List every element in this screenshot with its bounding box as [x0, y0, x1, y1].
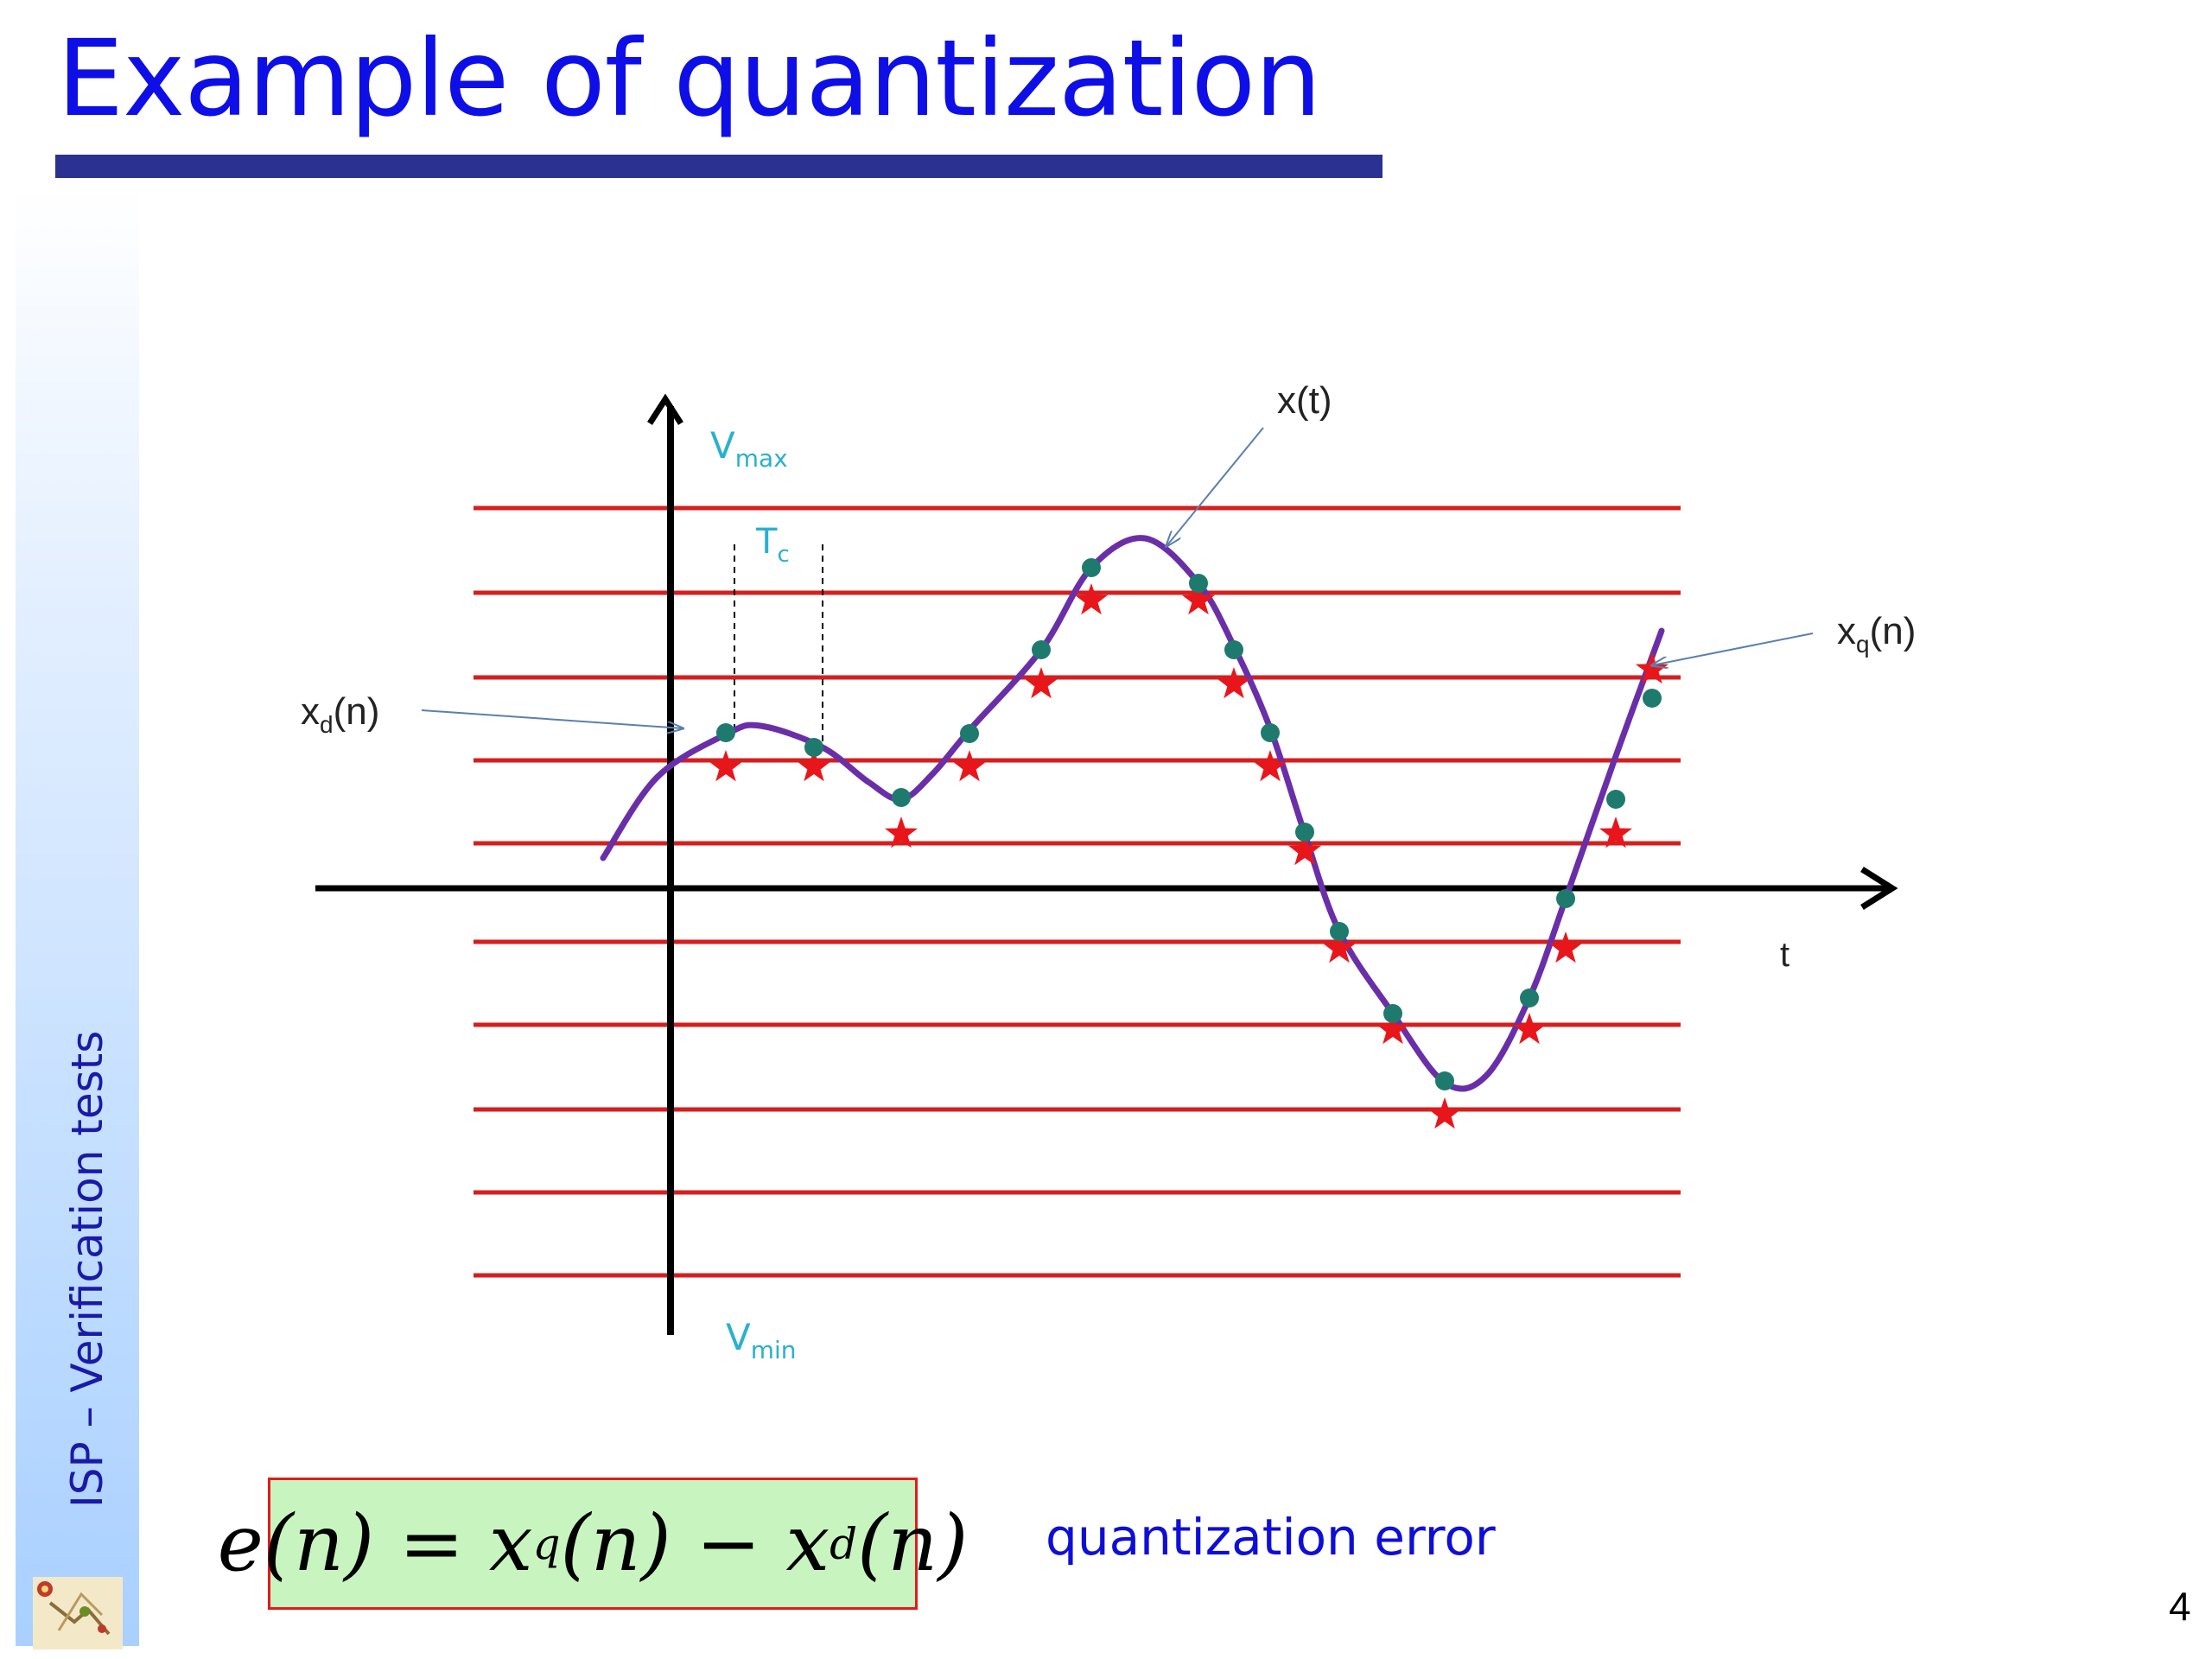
sample-dot-3 [892, 788, 911, 807]
sample-dot-2 [804, 738, 823, 757]
vmax-label: Vmax [710, 424, 788, 473]
formula-xd: x [785, 1498, 830, 1589]
quantized-sample-star-11 [1323, 931, 1356, 963]
t-axis-label: t [1780, 936, 1789, 974]
sample-dot-9 [1261, 723, 1280, 742]
signal-curve [600, 535, 1665, 1092]
sample-dot-15 [1556, 889, 1575, 908]
tc-label: Tc [755, 522, 790, 568]
quantized-sample-star-16 [1599, 817, 1632, 849]
formula-xq-arg: (n) [560, 1498, 671, 1589]
university-logo [33, 1577, 123, 1649]
sample-dot-14 [1520, 988, 1539, 1007]
quantized-sample-star-13 [1428, 1097, 1461, 1129]
quantized-sample-star-7 [1182, 583, 1215, 615]
sample-dot-13 [1435, 1071, 1454, 1090]
quantized-sample-star-4 [953, 750, 986, 782]
title-underline [55, 155, 1382, 178]
slide-title: Example of quantization [57, 17, 1322, 140]
xq-pointer [1652, 632, 1814, 665]
quantization-levels [474, 505, 1681, 1278]
xq-label: xq(n) [1837, 610, 1916, 658]
sample-dot-4 [960, 724, 979, 743]
sample-dot-12 [1383, 1004, 1402, 1023]
formula-xq: x [488, 1498, 533, 1589]
formula-xd-arg: (n) [857, 1498, 969, 1589]
quantization-error-caption: quantization error [1046, 1508, 1496, 1567]
formula-minus: − [671, 1498, 786, 1589]
xd-pointer [421, 709, 683, 728]
quantized-sample-star-2 [798, 750, 830, 782]
quantized-sample-star-1 [709, 750, 742, 782]
quantized-sample-star-10 [1288, 834, 1321, 866]
quantized-sample-star-9 [1254, 750, 1287, 782]
side-gradient-bar [16, 186, 139, 1646]
samples [709, 558, 1669, 1129]
amplitude-axis-arrowhead [647, 393, 683, 425]
time-axis-arrowhead [1860, 867, 1898, 910]
quantization-error-formula: e(n) = x q (n) − x d (n) [218, 1478, 968, 1610]
quantized-sample-star-14 [1513, 1013, 1546, 1045]
sample-dot-6 [1082, 558, 1101, 577]
xt-pointer [1166, 427, 1264, 546]
quantized-sample-star-8 [1217, 667, 1250, 699]
xd-label: xd(n) [301, 690, 379, 738]
sample-dot-8 [1224, 640, 1243, 659]
sample-dot-16 [1606, 790, 1625, 809]
sample-dot-1 [716, 723, 735, 742]
sample-dot-17 [1643, 689, 1662, 708]
quantized-sample-star-6 [1075, 583, 1108, 615]
quantized-sample-star-5 [1025, 667, 1058, 699]
quantized-sample-star-12 [1376, 1013, 1409, 1045]
quantized-sample-star-15 [1549, 931, 1582, 963]
xt-label: x(t) [1277, 379, 1332, 422]
formula-equals: = [374, 1498, 489, 1589]
page-number: 4 [2169, 1584, 2191, 1629]
sample-dot-5 [1032, 640, 1051, 659]
sample-dot-7 [1189, 574, 1208, 593]
formula-xq-sub: q [532, 1518, 561, 1569]
quantized-sample-star-3 [885, 817, 918, 849]
formula-lhs: e(n) [217, 1498, 375, 1589]
formula-xd-sub: d [830, 1518, 858, 1569]
vmin-label: Vmin [726, 1316, 797, 1364]
sample-dot-10 [1295, 823, 1314, 842]
sample-dot-11 [1330, 922, 1349, 941]
